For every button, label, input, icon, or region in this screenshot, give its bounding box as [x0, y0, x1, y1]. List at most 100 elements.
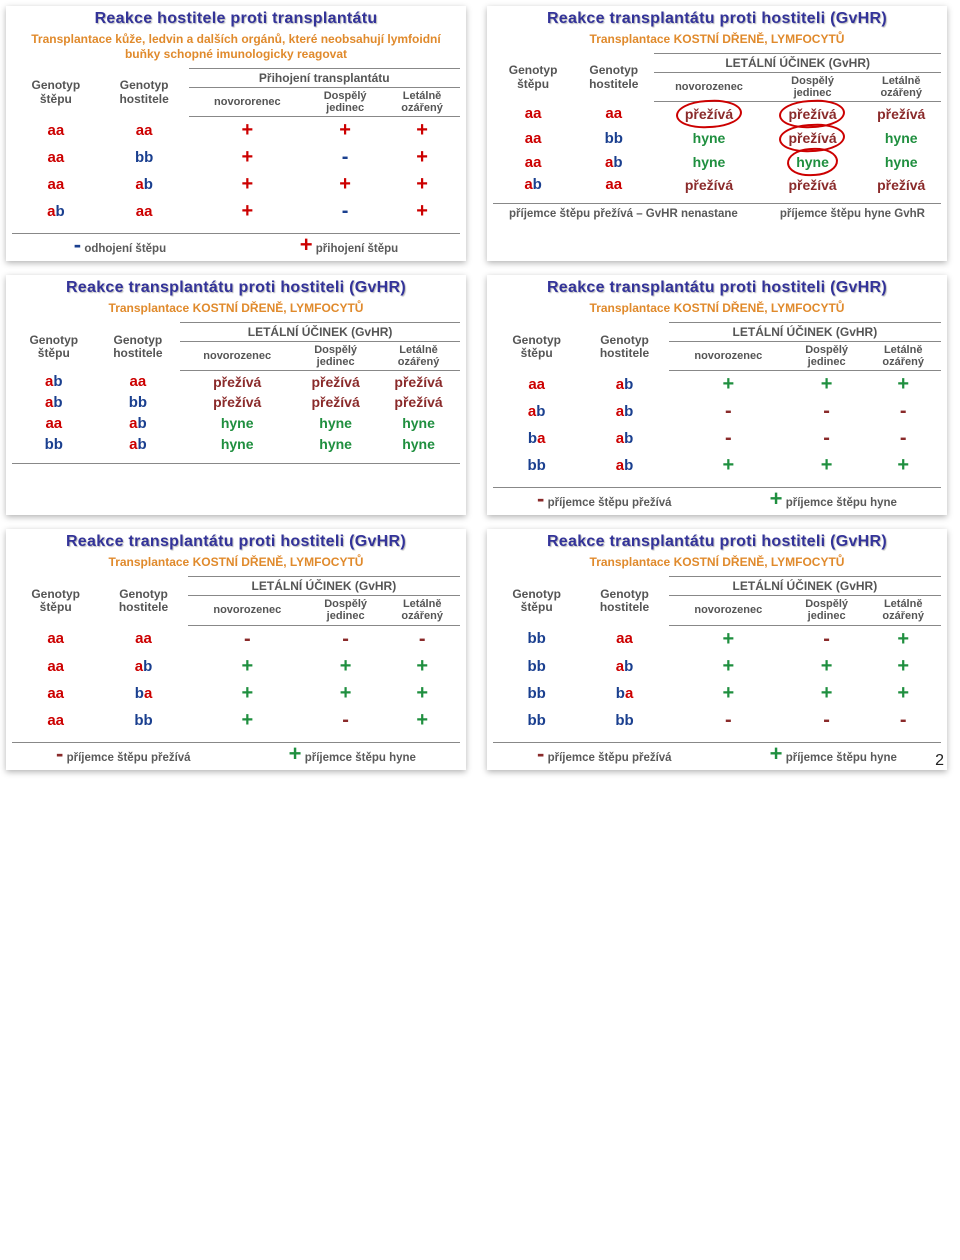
col-span: LETÁLNÍ ÚČINEK (GvHR) — [180, 323, 460, 342]
cell-graft: aa — [12, 117, 100, 145]
cell-c2: přežívá — [294, 371, 377, 392]
cell-graft: aa — [493, 126, 573, 150]
col-newborn: novorozenec — [654, 73, 763, 102]
legend: - příjemce štěpu přežívá+ příjemce štěpu… — [493, 742, 941, 766]
legend-item: + přihojení štěpu — [300, 238, 398, 255]
cell-graft: aa — [12, 707, 99, 734]
cell-c3: + — [865, 680, 941, 707]
cell-host: bb — [580, 707, 668, 734]
legend-item: + příjemce štěpu hyne — [770, 747, 897, 764]
col-adult: Dospělýjedinec — [788, 342, 866, 371]
col-irradiated: Letálněozářený — [384, 88, 460, 117]
cell-host: aa — [99, 625, 187, 653]
table-row: aa ab + + + — [12, 653, 460, 680]
col-span: LETÁLNÍ ÚČINEK (GvHR) — [188, 577, 460, 596]
cell-c1: - — [669, 398, 788, 425]
table-row: ab aa přežívá přežívá přežívá — [12, 371, 460, 392]
cell-graft: aa — [12, 625, 99, 653]
col-graft: Genotypštěpu — [493, 577, 580, 625]
cell-c3: + — [384, 707, 460, 734]
col-newborn: novorozenec — [669, 596, 788, 625]
cell-c3: + — [384, 117, 460, 145]
slide-title: Reakce transplantátu proti hostiteli (Gv… — [493, 279, 941, 297]
col-span: LETÁLNÍ ÚČINEK (GvHR) — [669, 577, 941, 596]
col-irradiated: Letálněozářený — [865, 342, 941, 371]
cell-c3: - — [384, 625, 460, 653]
col-irradiated: Letálněozářený — [377, 342, 460, 371]
cell-graft: aa — [12, 680, 99, 707]
col-host: Genotyphostitele — [99, 577, 187, 625]
cell-c3: + — [384, 198, 460, 225]
cell-c1: + — [189, 117, 307, 145]
slide-6: Reakce transplantátu proti hostiteli (Gv… — [487, 529, 947, 769]
legend: - odhojení štěpu+ přihojení štěpu — [12, 233, 460, 257]
cell-c1: + — [188, 653, 307, 680]
col-host: Genotyphostitele — [96, 323, 181, 371]
cell-host: ab — [573, 150, 654, 174]
cell-c2: přežívá — [764, 174, 862, 195]
cell-c1: - — [669, 425, 788, 452]
table-row: ab aa přežívá přežívá přežívá — [493, 174, 941, 195]
col-irradiated: Letálněozářený — [865, 596, 941, 625]
cell-host: ab — [580, 371, 668, 399]
cell-c2: přežívá — [764, 126, 862, 150]
cell-host: aa — [100, 198, 189, 225]
cell-c3: + — [865, 452, 941, 479]
legend: příjemce štěpu přežívá – GvHR nenastanep… — [493, 203, 941, 222]
cell-host: aa — [100, 117, 189, 145]
cell-host: bb — [96, 392, 181, 413]
slide-1: Reakce hostitele proti transplantátu Tran… — [6, 6, 466, 261]
col-newborn: novorozenec — [188, 596, 307, 625]
slide-subtitle: Transplantace kůže, ledvin a dalších org… — [12, 32, 460, 62]
page-number: 2 — [935, 752, 944, 770]
cell-c1: přežívá — [180, 371, 294, 392]
col-adult: Dospělýjedinec — [764, 73, 862, 102]
cell-host: ab — [580, 452, 668, 479]
data-table: Genotypštěpu Genotyphostitele LETÁLNÍ ÚČ… — [12, 576, 460, 733]
cell-host: ba — [580, 680, 668, 707]
cell-c3: - — [865, 707, 941, 734]
cell-host: aa — [573, 102, 654, 127]
cell-c2: + — [306, 171, 384, 198]
col-graft: Genotypštěpu — [493, 54, 573, 102]
data-table: Genotypštěpu Genotyphostitele Přihojení … — [12, 68, 460, 225]
cell-c3: hyne — [377, 413, 460, 434]
table-row: ab ab - - - — [493, 398, 941, 425]
col-host: Genotyphostitele — [580, 577, 668, 625]
legend-item: + příjemce štěpu hyne — [770, 492, 897, 509]
cell-host: bb — [99, 707, 187, 734]
cell-host: ab — [96, 434, 181, 455]
slide-title: Reakce transplantátu proti hostiteli (Gv… — [12, 533, 460, 551]
cell-c1: + — [188, 680, 307, 707]
cell-host: ab — [99, 653, 187, 680]
cell-graft: ab — [12, 371, 96, 392]
table-row: aa ba + + + — [12, 680, 460, 707]
table-row: bb ab hyne hyne hyne — [12, 434, 460, 455]
cell-c3: - — [865, 398, 941, 425]
cell-c3: přežívá — [377, 392, 460, 413]
slide-subtitle: Transplantace KOSTNÍ DŘENĚ, LYMFOCYTŮ — [12, 301, 460, 316]
cell-graft: ab — [493, 174, 573, 195]
table-row: aa bb hyne přežívá hyne — [493, 126, 941, 150]
legend-item: příjemce štěpu přežívá – GvHR nenastane — [509, 208, 738, 220]
slide-title: Reakce transplantátu proti hostiteli (Gv… — [12, 279, 460, 297]
table-row: aa bb + - + — [12, 707, 460, 734]
cell-c1: + — [669, 680, 788, 707]
cell-c2: - — [307, 625, 385, 653]
table-row: aa bb + - + — [12, 144, 460, 171]
table-row: aa ab + + + — [12, 171, 460, 198]
cell-c3: hyne — [377, 434, 460, 455]
slide-title: Reakce hostitele proti transplantátu — [12, 10, 460, 28]
col-adult: Dospělýjedinec — [307, 596, 385, 625]
data-table: Genotypštěpu Genotyphostitele LETÁLNÍ ÚČ… — [493, 322, 941, 479]
col-graft: Genotypštěpu — [12, 69, 100, 117]
cell-graft: bb — [12, 434, 96, 455]
legend: - příjemce štěpu přežívá+ příjemce štěpu… — [493, 487, 941, 511]
cell-c2: + — [307, 680, 385, 707]
col-host: Genotyphostitele — [580, 323, 668, 371]
cell-c1: hyne — [180, 434, 294, 455]
table-row: aa aa - - - — [12, 625, 460, 653]
col-adult: Dospělýjedinec — [306, 88, 384, 117]
cell-c1: - — [188, 625, 307, 653]
col-adult: Dospělýjedinec — [294, 342, 377, 371]
